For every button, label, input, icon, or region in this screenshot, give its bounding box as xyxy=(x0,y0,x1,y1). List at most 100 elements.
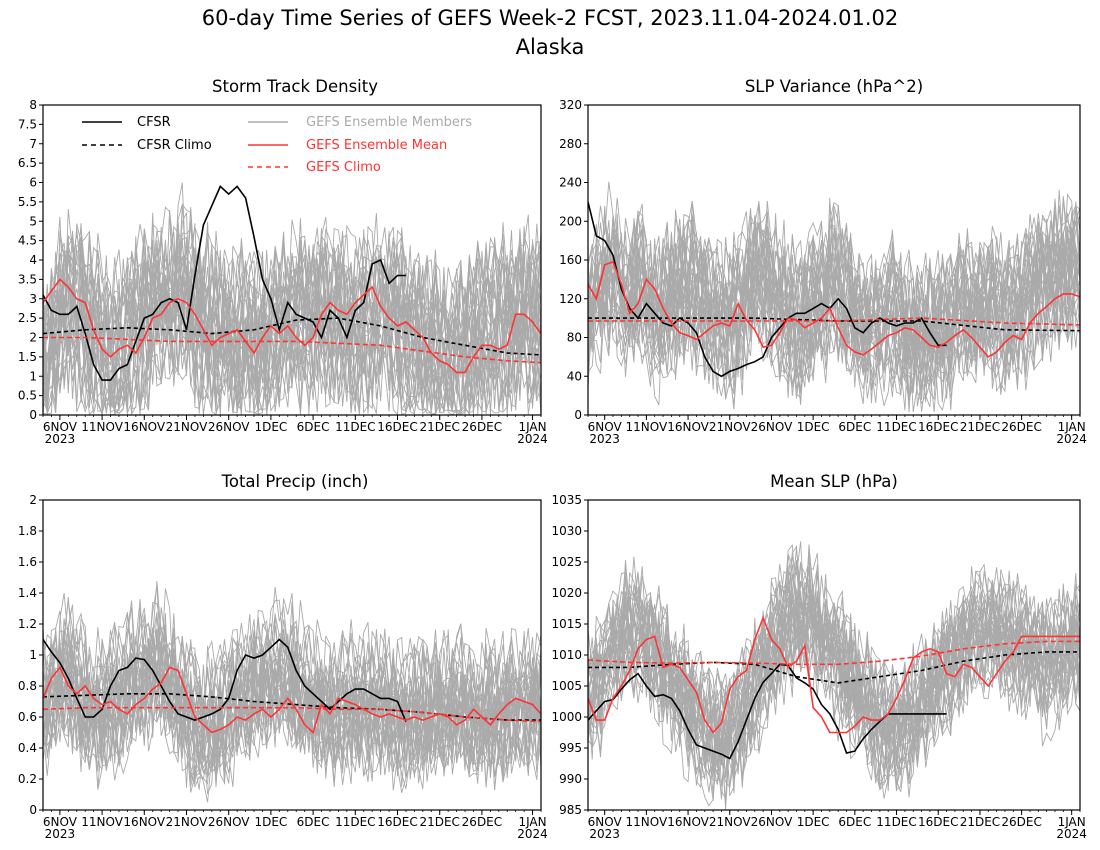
x-tick-year-label: 2024 xyxy=(1056,432,1087,446)
y-tick-label: 160 xyxy=(559,253,582,267)
x-tick-label: 26NOV xyxy=(208,420,250,434)
y-tick-label: 0.5 xyxy=(18,389,37,403)
panel-slp-variance: SLP Variance (hPa^2) 0 40 80 120 160 200 240 28… xyxy=(559,77,1087,446)
x-tick-label: 26DEC xyxy=(462,815,502,829)
legend-label-gefs-mean: GEFS Ensemble Mean xyxy=(306,138,447,153)
y-tick-label: 1.2 xyxy=(18,617,37,631)
x-tick-label: 16NOV xyxy=(123,420,165,434)
series-cfsr xyxy=(43,638,407,722)
y-tick-label: 2 xyxy=(29,331,37,345)
ensemble-member-line xyxy=(588,246,1080,412)
ensemble-member-line xyxy=(43,254,541,412)
ensemble-member-line xyxy=(43,279,541,415)
panel-total-precip: Total Precip (inch) 0 0.2 0.4 0.6 0.8 1 1.2 1.4… xyxy=(18,472,548,841)
x-tick-label: 6DEC xyxy=(297,420,330,434)
x-tick-label: 16DEC xyxy=(918,815,958,829)
legend-label-cfsr-climo: CFSR Climo xyxy=(137,138,212,153)
x-tick-label: 16NOV xyxy=(667,420,709,434)
y-tick-label: 0.4 xyxy=(18,741,37,755)
x-tick-label: 16NOV xyxy=(123,815,165,829)
series-gefs-climo xyxy=(588,640,1080,666)
x-tick-label: 16DEC xyxy=(377,420,417,434)
x-tick-label: 6NOV xyxy=(588,420,623,434)
x-tick-label: 26DEC xyxy=(1001,815,1041,829)
ensemble-member-line xyxy=(43,645,541,779)
x-tick-label: 26NOV xyxy=(751,815,793,829)
plot-area xyxy=(43,182,541,415)
y-tick-label: 3 xyxy=(29,292,37,306)
y-tick-label: 995 xyxy=(559,741,582,755)
y-tick-label: 6 xyxy=(29,176,37,190)
y-tick-label: 1.4 xyxy=(18,586,37,600)
ensemble-member-line xyxy=(43,274,541,415)
y-tick-label: 1005 xyxy=(551,679,582,693)
y-tick-label: 1030 xyxy=(551,524,582,538)
ensemble-member-line xyxy=(588,600,1080,801)
ensemble-members xyxy=(588,541,1080,810)
series-cfsr xyxy=(43,185,406,381)
figure-title: 60-day Time Series of GEFS Week-2 FCST, … xyxy=(202,6,899,30)
panel-title: SLP Variance (hPa^2) xyxy=(745,77,923,96)
series-cfsr-climo xyxy=(43,692,541,721)
x-tick-year-label: 2023 xyxy=(45,827,76,841)
x-tick-label: 1DEC xyxy=(797,420,830,434)
legend-label-gefs-climo: GEFS Climo xyxy=(306,160,381,175)
x-tick-label: 21NOV xyxy=(166,420,208,434)
x-tick-label: 6DEC xyxy=(297,815,330,829)
x-tick-label: 21DEC xyxy=(960,420,1000,434)
x-tick-label: 11NOV xyxy=(81,420,123,434)
x-tick-year-label: 2023 xyxy=(589,432,620,446)
y-tick-label: 40 xyxy=(567,369,582,383)
series-gefs-ensemble-mean xyxy=(588,615,1080,734)
x-tick-label: 26NOV xyxy=(208,815,250,829)
panel-mean-slp: Mean SLP (hPa) 985 990 995 1000 1005 1010 1015… xyxy=(551,472,1086,841)
ensemble-member-line xyxy=(588,202,1080,355)
x-tick-label: 21NOV xyxy=(709,815,751,829)
y-tick-label: 8 xyxy=(29,98,37,112)
x-tick-label: 1JAN xyxy=(1058,815,1086,829)
x-tick-label: 6NOV xyxy=(588,815,623,829)
x-tick-year-label: 2024 xyxy=(517,827,548,841)
y-tick-label: 1010 xyxy=(551,648,582,662)
y-tick-label: 6.5 xyxy=(18,156,37,170)
series-cfsr-climo xyxy=(43,317,541,356)
y-tick-label: 0 xyxy=(574,408,582,422)
x-tick-label: 11DEC xyxy=(335,420,375,434)
y-tick-label: 1035 xyxy=(551,493,582,507)
y-tick-label: 80 xyxy=(567,331,582,345)
x-tick-label: 21NOV xyxy=(709,420,751,434)
y-tick-label: 2 xyxy=(29,493,37,507)
y-tick-label: 240 xyxy=(559,176,582,190)
x-tick-label: 6DEC xyxy=(838,420,871,434)
y-tick-label: 0.8 xyxy=(18,679,37,693)
series-gefs-ensemble-mean xyxy=(43,278,541,374)
ensemble-member-line xyxy=(588,586,1080,777)
y-tick-label: 7.5 xyxy=(18,117,37,131)
legend: CFSR CFSR Climo GEFS Ensemble Members GE… xyxy=(82,115,472,175)
y-tick-label: 7 xyxy=(29,137,37,151)
y-tick-label: 320 xyxy=(559,98,582,112)
x-tick-label: 1JAN xyxy=(518,815,546,829)
x-tick-label: 11NOV xyxy=(626,420,668,434)
y-tick-label: 0.6 xyxy=(18,710,37,724)
y-tick-label: 985 xyxy=(559,803,582,817)
x-tick-label: 11DEC xyxy=(876,815,916,829)
y-tick-label: 200 xyxy=(559,214,582,228)
panel-title: Mean SLP (hPa) xyxy=(770,472,898,491)
x-tick-label: 1DEC xyxy=(254,420,287,434)
series-gefs-ensemble-mean xyxy=(43,665,541,734)
panel-title: Storm Track Density xyxy=(212,77,378,96)
series-gefs-climo xyxy=(588,317,1080,326)
series-gefs-climo xyxy=(43,336,541,364)
series-gefs-climo xyxy=(43,706,541,723)
x-tick-label: 6NOV xyxy=(43,420,78,434)
x-tick-year-label: 2023 xyxy=(45,432,76,446)
y-tick-label: 0 xyxy=(29,803,37,817)
y-tick-label: 990 xyxy=(559,772,582,786)
panel-title: Total Precip (inch) xyxy=(221,472,369,491)
x-tick-label: 1DEC xyxy=(254,815,287,829)
ensemble-members xyxy=(43,182,541,415)
y-tick-label: 1020 xyxy=(551,586,582,600)
ensemble-members xyxy=(43,580,541,803)
